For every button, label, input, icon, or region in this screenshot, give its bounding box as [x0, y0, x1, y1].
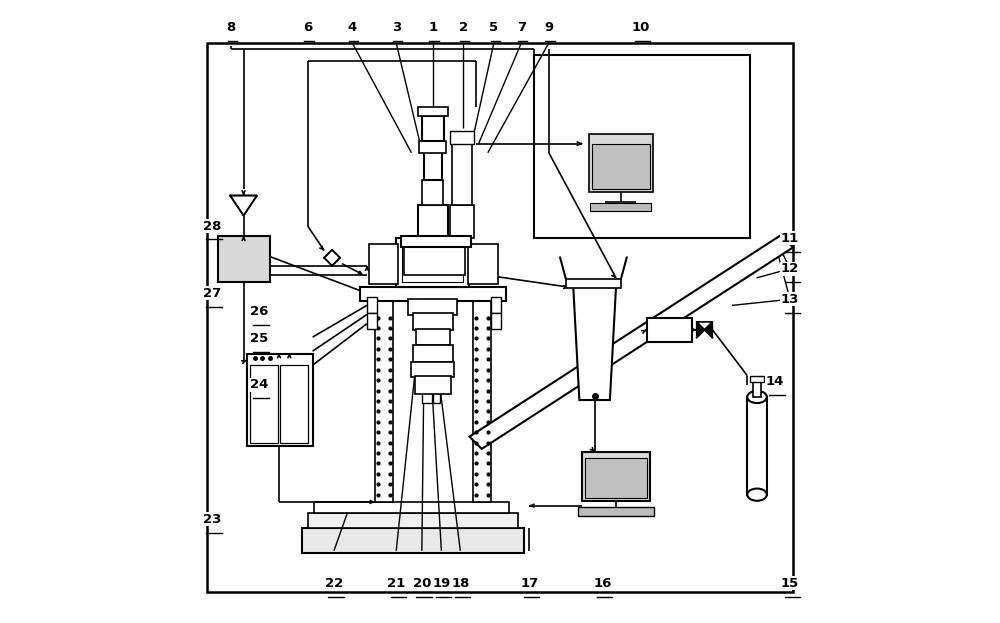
Text: 19: 19 [432, 577, 451, 590]
Bar [424, 144, 442, 180]
Text: 23: 23 [203, 513, 221, 526]
Text: 12: 12 [781, 262, 799, 275]
Bar [367, 297, 377, 313]
Bar [408, 299, 457, 315]
Bar [418, 107, 448, 116]
Bar [468, 244, 498, 284]
Bar [404, 247, 465, 275]
Polygon shape [705, 322, 712, 338]
Text: 14: 14 [766, 375, 784, 388]
Text: 15: 15 [781, 577, 799, 590]
Text: 10: 10 [631, 21, 650, 34]
Polygon shape [324, 250, 340, 266]
Text: 25: 25 [250, 333, 268, 346]
Bar [422, 180, 443, 204]
Bar [473, 300, 491, 502]
Text: 2: 2 [459, 21, 468, 34]
Bar [422, 116, 444, 141]
Bar [314, 502, 509, 513]
Bar [433, 299, 440, 403]
Bar [413, 345, 453, 361]
Text: 8: 8 [227, 21, 236, 34]
Bar [647, 318, 692, 342]
Ellipse shape [747, 391, 767, 403]
Polygon shape [469, 235, 793, 449]
Bar [402, 242, 463, 282]
Text: 3: 3 [392, 21, 401, 34]
Text: 28: 28 [203, 219, 221, 232]
Bar [422, 299, 432, 403]
Bar [578, 507, 654, 516]
Text: 17: 17 [520, 577, 538, 590]
Bar [250, 364, 278, 443]
Bar [419, 141, 446, 153]
Polygon shape [697, 322, 705, 338]
Bar [418, 204, 448, 238]
Bar [401, 236, 471, 247]
Bar [218, 236, 270, 282]
Bar [247, 354, 313, 446]
Bar [450, 204, 474, 238]
Bar [534, 55, 750, 238]
Bar [582, 452, 650, 501]
Bar [413, 313, 453, 330]
Text: 24: 24 [250, 378, 268, 391]
Bar [375, 300, 393, 502]
Text: 16: 16 [593, 577, 612, 590]
Text: 9: 9 [544, 21, 553, 34]
Bar [360, 287, 506, 300]
Text: 26: 26 [250, 305, 268, 318]
Ellipse shape [747, 488, 767, 501]
Bar [566, 279, 621, 288]
Text: 11: 11 [781, 232, 799, 245]
Bar [747, 397, 767, 495]
Text: 27: 27 [203, 287, 221, 300]
Text: 13: 13 [781, 293, 799, 306]
Bar [589, 135, 653, 193]
Bar [585, 458, 647, 498]
Bar [415, 376, 451, 394]
Bar [367, 313, 377, 328]
Bar [592, 144, 650, 189]
Bar [590, 204, 651, 211]
Text: 21: 21 [387, 577, 405, 590]
Bar [416, 328, 450, 345]
Text: 7: 7 [517, 21, 526, 34]
Bar [369, 244, 398, 284]
Bar [308, 513, 518, 528]
Bar [750, 376, 764, 382]
Polygon shape [230, 196, 257, 216]
Bar [753, 382, 761, 397]
Bar [396, 238, 469, 287]
Bar [491, 297, 501, 313]
Bar [452, 144, 472, 204]
Polygon shape [573, 287, 616, 400]
Text: 5: 5 [489, 21, 498, 34]
Bar [302, 528, 524, 553]
Bar [280, 364, 308, 443]
Text: 20: 20 [413, 577, 431, 590]
Bar [491, 313, 501, 328]
Text: 6: 6 [303, 21, 312, 34]
Text: 18: 18 [451, 577, 470, 590]
Bar [450, 131, 474, 144]
Text: 4: 4 [348, 21, 357, 34]
Text: 22: 22 [325, 577, 343, 590]
Text: 1: 1 [428, 21, 437, 34]
Bar [411, 361, 454, 377]
